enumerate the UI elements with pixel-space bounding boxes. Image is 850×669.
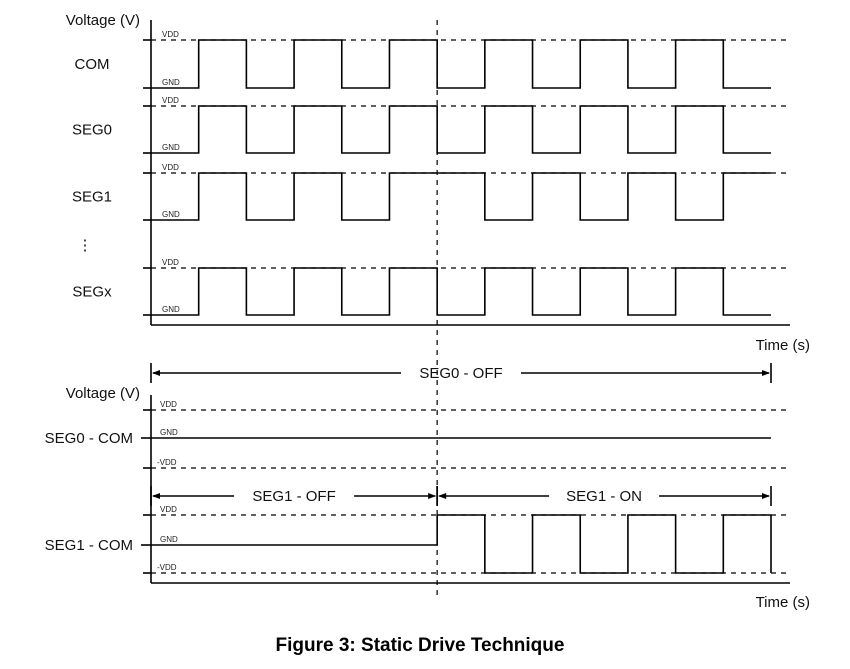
- signal-label: COM: [75, 56, 110, 73]
- bottom-x-axis-label: Time (s): [756, 594, 810, 611]
- figure-title: Figure 3: Static Drive Technique: [276, 635, 565, 656]
- gnd-label: GND: [160, 535, 178, 544]
- arrowhead-right-icon: [762, 493, 770, 499]
- waveform: [151, 172, 771, 221]
- vdd-label: VDD: [160, 400, 177, 409]
- arrowhead-left-icon: [438, 493, 447, 499]
- bottom-y-axis-label: Voltage (V): [66, 385, 140, 402]
- top-x-axis-label: Time (s): [756, 337, 810, 354]
- vdd-label: VDD: [162, 163, 179, 172]
- gnd-label: GND: [162, 143, 180, 152]
- interval-seg1-on: SEG1 - ON: [436, 486, 772, 506]
- interval-seg0-off: SEG0 - OFF: [150, 363, 772, 383]
- vdd-label: VDD: [162, 258, 179, 267]
- signal-label: SEG0 - COM: [45, 430, 133, 447]
- waveform: [151, 267, 771, 316]
- vdd-label: VDD: [160, 505, 177, 514]
- neg-vdd-label: -VDD: [157, 458, 177, 467]
- signal-label: SEG1: [72, 189, 112, 206]
- waveform: [151, 514, 772, 574]
- signal-label: SEGx: [72, 284, 112, 301]
- waveform: [151, 105, 771, 154]
- arrowhead-right-icon: [428, 493, 437, 499]
- arrowhead-right-icon: [762, 370, 770, 376]
- signal-segx: SEGx VDD GND: [72, 258, 790, 316]
- interval-seg1-off: SEG1 - OFF: [150, 486, 438, 506]
- waveform: [151, 39, 771, 89]
- gnd-label: GND: [160, 428, 178, 437]
- signal-label: SEG1 - COM: [45, 537, 133, 554]
- neg-vdd-label: -VDD: [157, 563, 177, 572]
- signal-seg1-com: SEG1 - COM VDD GND -VDD: [45, 505, 790, 574]
- signal-com: COM VDD GND: [75, 30, 790, 89]
- gnd-label: GND: [162, 305, 180, 314]
- gnd-label: GND: [162, 78, 180, 87]
- interval-label: SEG1 - OFF: [252, 488, 335, 505]
- arrowhead-left-icon: [152, 493, 160, 499]
- gnd-label: GND: [162, 210, 180, 219]
- top-y-axis-label: Voltage (V): [66, 12, 140, 29]
- interval-label: SEG1 - ON: [566, 488, 642, 505]
- signal-seg0: SEG0 VDD GND: [72, 96, 790, 154]
- interval-label: SEG0 - OFF: [419, 365, 502, 382]
- vdd-label: VDD: [162, 96, 179, 105]
- signal-seg0-com: SEG0 - COM VDD GND -VDD: [45, 400, 790, 469]
- signal-label: SEG0: [72, 122, 112, 139]
- ellipsis: ⋮: [78, 237, 93, 254]
- arrowhead-left-icon: [152, 370, 160, 376]
- vdd-label: VDD: [162, 30, 179, 39]
- signal-seg1: SEG1 VDD GND: [72, 163, 790, 221]
